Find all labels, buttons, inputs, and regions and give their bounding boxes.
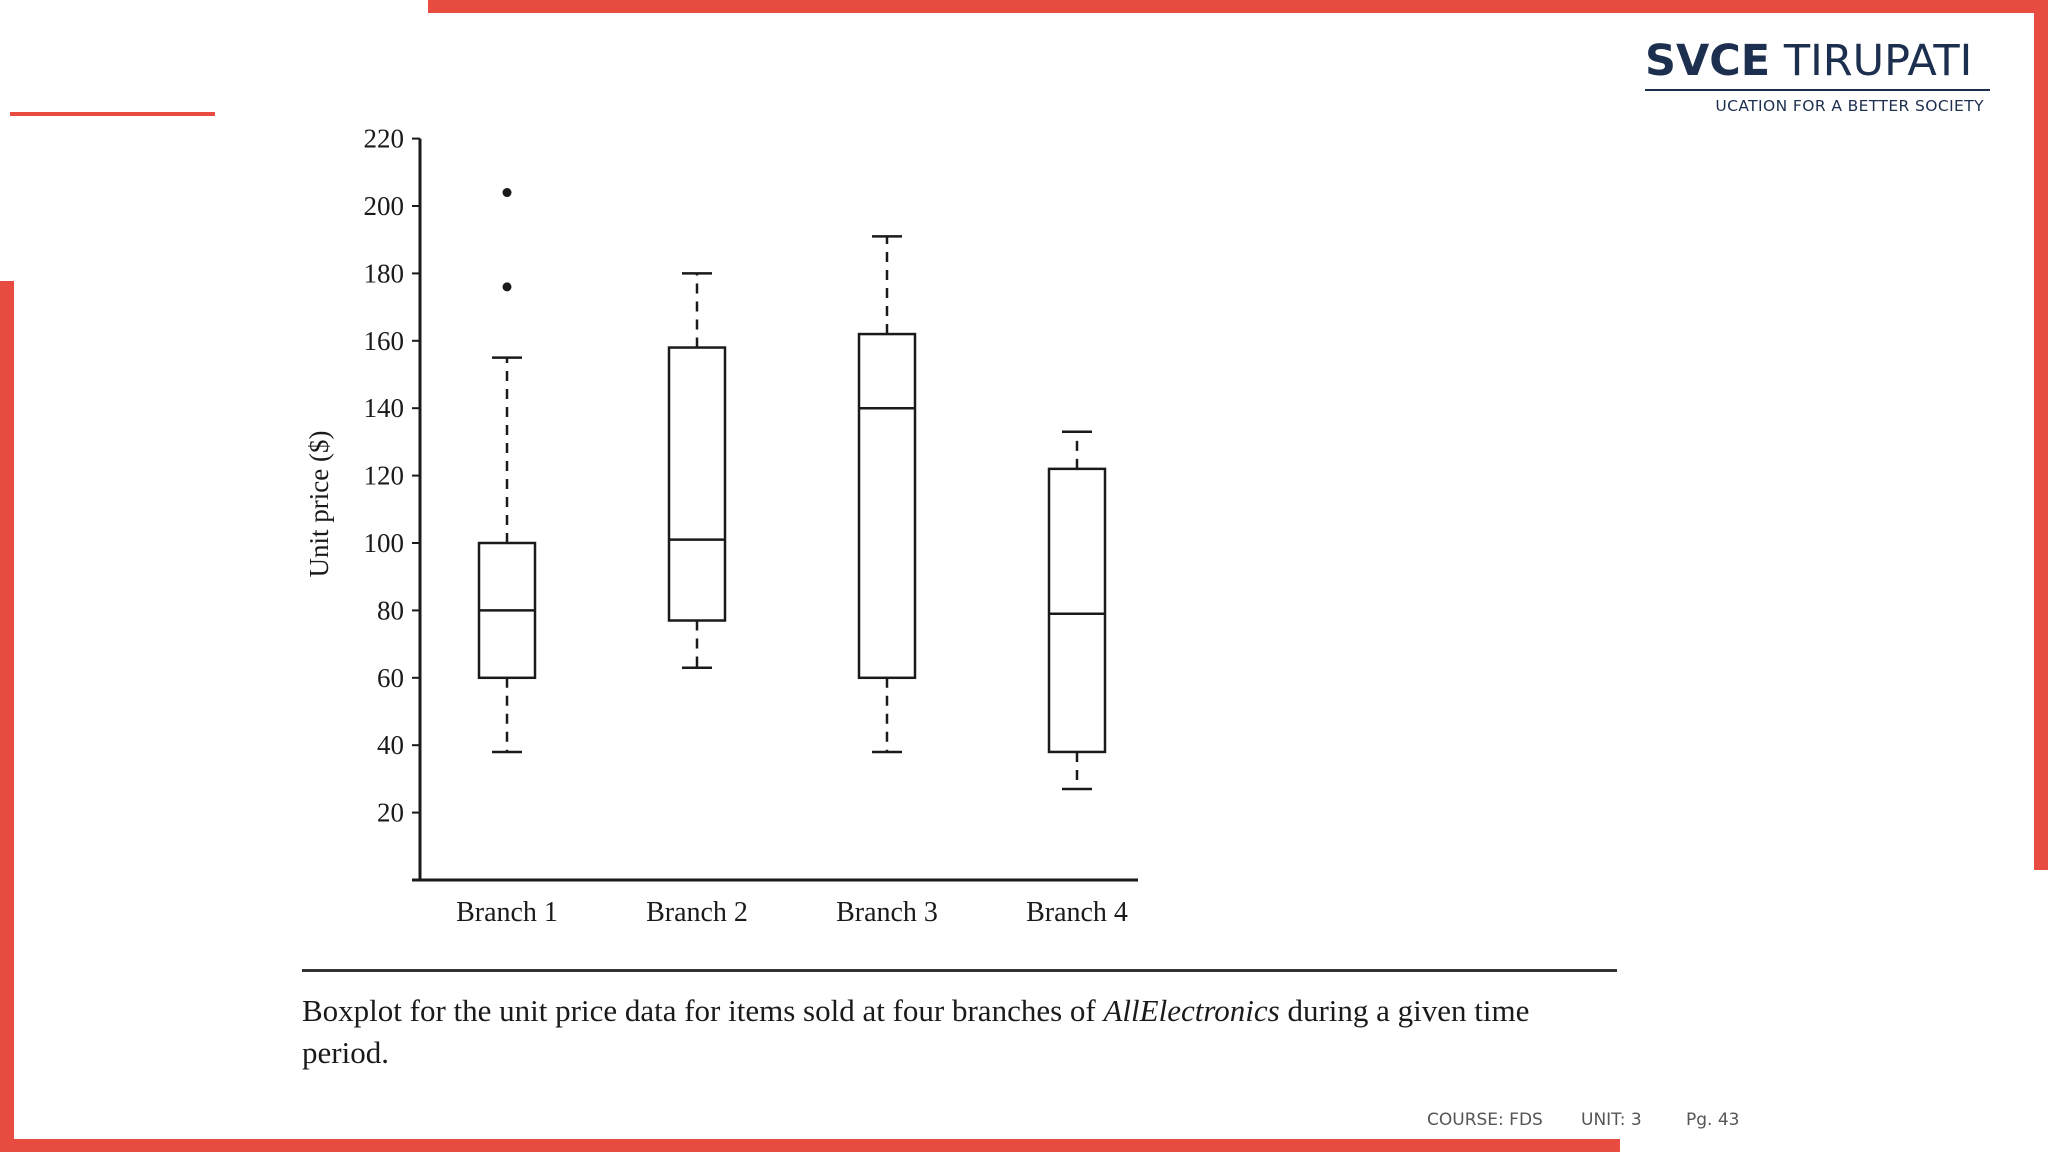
x-tick-label-branch-3: Branch 3 [836, 897, 938, 928]
outlier-point [502, 188, 512, 198]
bottom-accent-bar [0, 1139, 1620, 1152]
brand-tagline: UCATION FOR A BETTER SOCIETY [1715, 97, 1984, 115]
y-tick-label: 220 [364, 124, 405, 154]
logo-divider [1645, 89, 1990, 91]
iqr-box [857, 332, 917, 680]
x-axis-labels: Branch 1 Branch 2 Branch 3 Branch 4 [456, 897, 1128, 928]
caption-italic-name: AllElectronics [1103, 993, 1280, 1028]
top-accent-bar [428, 0, 2048, 13]
boxplot-2 [667, 272, 727, 669]
figure-caption: Boxplot for the unit price data for item… [302, 990, 1622, 1074]
outlier-point [502, 282, 512, 292]
footer-course: COURSE: FDS [1427, 1110, 1543, 1130]
footer-page: Pg. 43 [1686, 1110, 1740, 1130]
y-tick-label: 120 [364, 461, 405, 491]
footer-unit: UNIT: 3 [1581, 1110, 1642, 1130]
boxplot-4 [1047, 430, 1107, 791]
x-tick-label-branch-4: Branch 4 [1026, 897, 1128, 928]
y-tick-label: 160 [364, 326, 405, 356]
right-accent-bar [2034, 0, 2048, 870]
box-group [477, 188, 1107, 791]
y-tick-label: 60 [377, 663, 404, 693]
y-tick-label: 40 [377, 730, 404, 760]
y-axis-label: Unit price ($) [304, 431, 334, 578]
caption-separator [302, 969, 1617, 972]
y-tick-label: 140 [364, 393, 405, 423]
y-tick-label: 100 [364, 528, 405, 558]
brand-name-light: TIRUPATI [1783, 36, 1973, 86]
x-tick-label-branch-2: Branch 2 [646, 897, 748, 928]
brand-logo: SVCE TIRUPATI UCATION FOR A BETTER SOCIE… [1645, 36, 1990, 115]
caption-text-start: Boxplot for the unit price data for item… [302, 993, 1104, 1028]
boxplot-3 [857, 235, 917, 754]
boxplot-1 [477, 188, 537, 754]
y-tick-label: 80 [377, 595, 404, 625]
x-tick-label-branch-1: Branch 1 [456, 897, 558, 928]
chart-axes [412, 138, 1138, 882]
y-tick-label: 200 [364, 191, 405, 221]
iqr-box [1047, 467, 1107, 754]
y-tick-label: 180 [364, 258, 405, 288]
brand-name: SVCE TIRUPATI [1645, 36, 1990, 86]
brand-name-bold: SVCE [1645, 36, 1771, 86]
y-tick-label: 20 [377, 798, 404, 828]
left-accent-bar [0, 281, 14, 1152]
caption-text-end: during a given time period. [302, 993, 1530, 1070]
short-accent-line [10, 112, 215, 116]
y-axis-ticks: 20 40 60 80 100 120 140 160 180 200 220 [364, 124, 420, 828]
iqr-box [667, 346, 727, 622]
